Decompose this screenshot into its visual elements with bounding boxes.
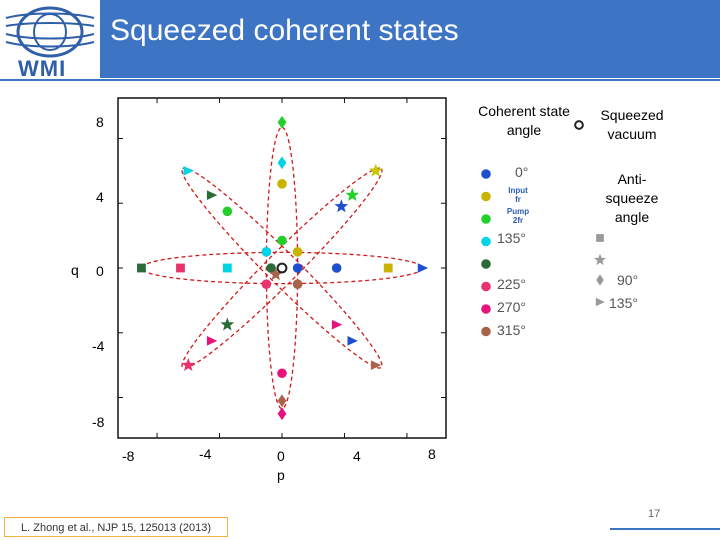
squeeze-ellipse: [181, 167, 383, 369]
wmi-logo-mark-icon: [5, 6, 95, 58]
legend-marker: [481, 236, 491, 247]
squeezed-vacuum-heading: Squeezed vacuum: [600, 107, 664, 142]
footer-divider: [610, 528, 720, 530]
data-marker: [181, 357, 196, 371]
x-tick-label: 8: [428, 446, 436, 462]
data-marker: [292, 247, 303, 257]
legend-marker: [595, 297, 605, 307]
header: WMI Squeezed coherent states: [0, 0, 720, 81]
data-marker: [383, 263, 393, 273]
legend-marker: [596, 274, 604, 286]
inset-input-label: Input fr: [503, 186, 533, 204]
x-axis-label: p: [277, 467, 285, 483]
inset-input-symbol: fr: [515, 195, 521, 204]
legend-markers: [481, 120, 606, 337]
data-marker: [345, 187, 360, 201]
legend-entry-coherent-315: 315°: [497, 322, 526, 338]
data-marker: [137, 263, 146, 273]
data-marker: [266, 263, 276, 273]
data-marker: [206, 336, 218, 346]
data-marker: [206, 190, 218, 200]
legend-marker: [596, 234, 604, 242]
data-marker: [222, 263, 232, 273]
data-marker: [347, 336, 358, 346]
data-marker: [292, 263, 303, 273]
data-marker: [417, 263, 429, 273]
data-marker: [292, 279, 303, 289]
x-tick-label: -4: [199, 446, 212, 462]
title-banner: Squeezed coherent states: [100, 0, 720, 78]
y-tick-label: 0: [96, 263, 104, 279]
slide-title: Squeezed coherent states: [110, 14, 459, 47]
y-tick-label: 8: [96, 114, 104, 130]
legend-marker: [574, 120, 584, 130]
legend-marker: [481, 304, 491, 314]
legend-marker: [481, 169, 491, 179]
data-marker: [331, 319, 343, 330]
data-marker: [277, 235, 287, 246]
y-tick-label: 4: [96, 189, 104, 205]
anti-squeeze-angle-heading: Anti-squeeze angle: [605, 171, 659, 225]
inset-pump-symbol: 2fr: [512, 216, 524, 225]
data-marker: [268, 267, 283, 281]
x-tick-label: 4: [353, 448, 361, 464]
page-number: 17: [648, 508, 661, 520]
data-marker: [331, 263, 342, 273]
data-marker: [276, 262, 288, 274]
data-marker: [183, 166, 194, 176]
data-marker: [334, 199, 349, 213]
data-marker: [277, 179, 287, 189]
legend-entry-coherent-225: 225°: [497, 276, 526, 292]
data-marker: [261, 279, 272, 289]
data-marker: [277, 394, 287, 408]
data-markers: [137, 115, 429, 421]
coherent-angle-heading: Coherent state angle: [478, 103, 570, 138]
y-axis-label: q: [71, 262, 79, 278]
data-marker: [176, 263, 185, 273]
y-tick-label: -8: [92, 414, 105, 430]
legend-entry-coherent-135: 135°: [497, 230, 526, 246]
x-tick-label: 0: [277, 448, 285, 464]
header-divider: [0, 79, 720, 81]
squeeze-ellipse: [181, 167, 383, 369]
wmi-logo: WMI: [4, 4, 96, 81]
logo-text: WMI: [18, 56, 67, 81]
citation: L. Zhong et al., NJP 15, 125013 (2013): [4, 517, 228, 537]
data-marker: [220, 317, 235, 331]
inset-pump-text: Pump: [506, 207, 530, 216]
legend-entry-squeeze-135: 135°: [609, 295, 638, 311]
x-tick-label: -8: [122, 448, 135, 464]
inset-input-text: Input: [508, 186, 528, 195]
legend-marker: [481, 281, 491, 292]
y-tick-label: -4: [92, 338, 105, 354]
data-marker: [277, 368, 287, 379]
legend-marker: [481, 214, 491, 224]
legend-marker: [481, 191, 491, 202]
data-marker: [277, 407, 287, 421]
legend-entry-squeeze-90: 90°: [617, 272, 639, 288]
inset-pump-label: Pump 2fr: [503, 207, 533, 225]
data-marker: [370, 360, 382, 370]
legend-entry-coherent-270: 270°: [497, 299, 526, 315]
legend-marker: [594, 253, 606, 266]
legend-marker: [481, 259, 491, 269]
legend-marker: [481, 326, 491, 337]
data-marker: [277, 156, 287, 170]
data-marker: [222, 206, 233, 217]
data-marker: [261, 247, 272, 257]
data-marker: [277, 115, 287, 129]
tick-marks: [118, 98, 446, 438]
legend-entry-coherent-0: 0°: [515, 164, 529, 180]
phase-space-plot: [117, 97, 606, 439]
plot-frame: [117, 97, 447, 439]
data-marker: [368, 163, 383, 177]
